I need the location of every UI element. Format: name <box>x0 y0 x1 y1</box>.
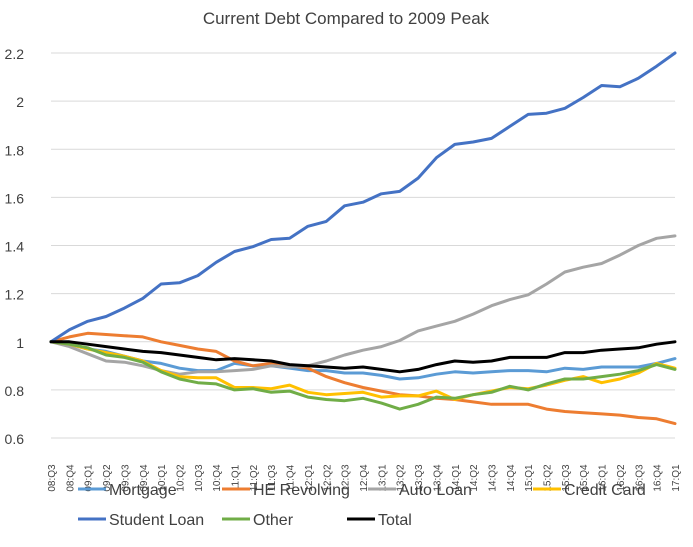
legend-label-auto-loan: Auto Loan <box>399 482 472 499</box>
x-tick-label: 09:Q4 <box>139 464 150 492</box>
y-tick-label: 1.4 <box>5 239 25 255</box>
series-line-other <box>49 340 677 411</box>
y-tick-label: 1.6 <box>5 190 25 206</box>
x-tick-label: 12:Q3 <box>341 464 352 492</box>
x-tick-label: 14:Q3 <box>487 464 498 492</box>
x-tick-label: 12:Q2 <box>322 464 333 492</box>
y-tick-label: 1.8 <box>5 142 25 158</box>
x-tick-label: 09:Q1 <box>84 464 95 492</box>
x-tick-label: 11:Q2 <box>249 464 260 491</box>
series-line-student-loan <box>49 51 677 344</box>
x-tick-label: 10:Q1 <box>157 464 168 492</box>
legend-label-mortgage: Mortgage <box>109 482 177 499</box>
x-axis: 08:Q3 08:Q4 09:Q1 09:Q2 09:Q3 09:Q4 10:Q1 10:Q2… <box>47 464 682 492</box>
legend-label-other: Other <box>253 512 294 529</box>
x-tick-label: 13:Q1 <box>377 464 388 492</box>
x-tick-label: 13:Q4 <box>432 464 443 492</box>
x-tick-label: 12:Q1 <box>304 464 315 492</box>
x-tick-label: 16:Q3 <box>634 464 645 492</box>
x-tick-label: 08:Q4 <box>65 464 76 492</box>
y-axis: 0.6 0.8 1 1.2 1.4 1.6 1.8 2 2.2 <box>5 46 25 447</box>
x-tick-label: 16:Q2 <box>616 464 627 492</box>
x-tick-label: 10:Q3 <box>194 464 205 492</box>
y-tick-label: 1.2 <box>5 287 25 303</box>
x-tick-label: 11:Q3 <box>267 464 278 491</box>
y-tick-label: 2 <box>16 94 24 110</box>
x-tick-label: 11:Q4 <box>286 464 297 491</box>
legend-label-student-loan: Student Loan <box>109 512 204 529</box>
legend: Mortgage HE Revolving Auto Loan Credit Card… <box>78 482 646 529</box>
series-line-mortgage <box>49 340 677 381</box>
x-tick-label: 14:Q2 <box>469 464 480 492</box>
x-tick-label: 09:Q2 <box>102 464 113 492</box>
legend-label-total: Total <box>378 512 412 529</box>
x-tick-label: 17:Q1 <box>671 464 682 492</box>
x-tick-label: 16:Q1 <box>598 464 609 492</box>
legend-label-credit-card: Credit Card <box>564 482 646 499</box>
y-tick-label: 0.8 <box>5 383 25 399</box>
x-tick-label: 14:Q4 <box>506 464 517 492</box>
x-tick-label: 15:Q2 <box>543 464 554 492</box>
x-tick-label: 15:Q1 <box>524 464 535 492</box>
x-tick-label: 16:Q4 <box>653 464 664 492</box>
y-tick-label: 1 <box>16 335 24 351</box>
x-tick-label: 12:Q4 <box>359 464 370 492</box>
x-tick-label: 15:Q4 <box>579 464 590 492</box>
chart-title: Current Debt Compared to 2009 Peak <box>203 9 490 28</box>
series-line-total <box>49 340 677 374</box>
series-line-he-revolving <box>49 331 677 426</box>
x-tick-label: 10:Q2 <box>175 464 186 492</box>
gridlines <box>51 52 675 439</box>
x-tick-label: 08:Q3 <box>47 464 58 492</box>
x-tick-label: 09:Q3 <box>120 464 131 492</box>
series-lines <box>49 51 677 426</box>
x-tick-label: 14:Q1 <box>451 464 462 492</box>
legend-label-he-revolving: HE Revolving <box>253 482 350 499</box>
x-tick-label: 13:Q2 <box>396 464 407 492</box>
y-tick-label: 0.6 <box>5 431 25 447</box>
y-tick-label: 2.2 <box>5 46 25 62</box>
x-tick-label: 13:Q3 <box>414 464 425 492</box>
x-tick-label: 11:Q1 <box>231 464 242 491</box>
x-tick-label: 15:Q3 <box>561 464 572 492</box>
x-tick-label: 10:Q4 <box>212 464 223 492</box>
